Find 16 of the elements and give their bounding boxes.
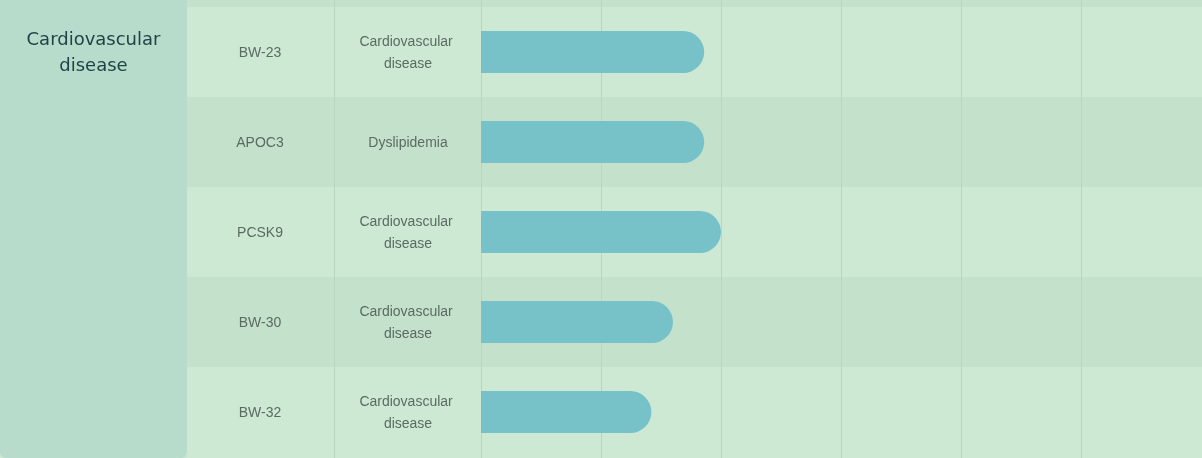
text: Cardiovascular disease (359, 213, 457, 251)
bar (481, 211, 721, 253)
y-axis-title: Cardiovascular disease (359, 33, 457, 71)
text: Dyslipidemia (368, 134, 448, 150)
y-tick-label: PCSK9 (237, 224, 284, 240)
y-tick-label: BW-23 (238, 44, 282, 60)
bar (481, 391, 652, 433)
bar (481, 121, 705, 163)
y-tick-label: BW-32 (238, 404, 282, 420)
bar (481, 31, 705, 73)
text: Cardiovascular disease (359, 303, 457, 341)
y-tick-label: APOC3 (236, 134, 284, 150)
text: Cardiovascular disease (25, 27, 162, 77)
text: Cardiovascular disease (359, 393, 457, 431)
bar (481, 301, 673, 343)
y-tick-label: BW-30 (238, 314, 282, 330)
